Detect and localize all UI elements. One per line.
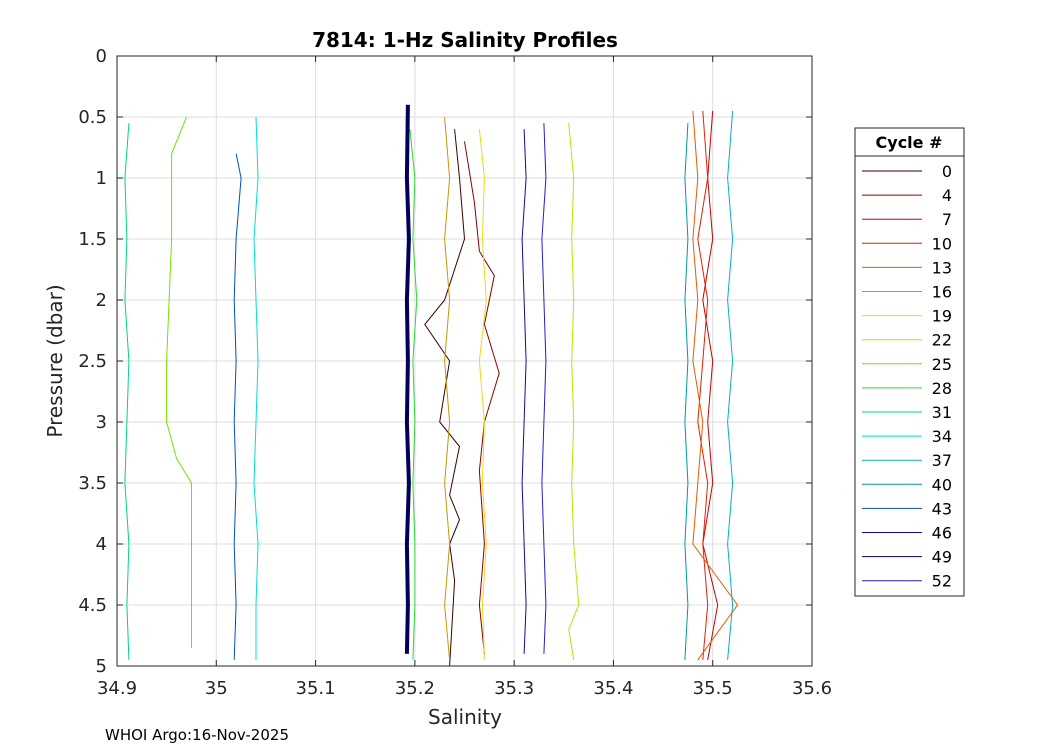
legend-title: Cycle # [876,133,943,152]
x-tick-label: 35.4 [593,678,633,699]
y-tick-label: 4 [96,534,107,555]
x-tick-label: 35.2 [395,678,435,699]
legend-entry-label: 19 [932,307,952,326]
chart-title: 7814: 1-Hz Salinity Profiles [312,28,618,52]
legend-entry-label: 16 [932,283,952,302]
legend-entry-label: 25 [932,355,952,374]
legend: Cycle # 0 4 7 10 13 16 19 22 25 28 31 34 37 40 43 46 49 5… [854,127,965,597]
y-tick-label: 1.5 [78,229,107,250]
series-line-cycle-43 [233,153,242,660]
x-tick-label: 35 [205,678,228,699]
series-line-cycle-16 [444,116,451,660]
legend-entry-label: 49 [932,548,952,567]
x-tick-label: 35.6 [792,678,832,699]
series-line-cycle-40 [684,123,689,660]
y-axis-label: Pressure (dbar) [43,284,67,437]
y-tick-label: 0 [96,46,107,67]
legend-entry-label: 10 [932,234,952,253]
series-line-cycle-28 [409,129,418,660]
legend-entry-label: 46 [932,524,952,543]
series-line-cycle-10 [697,110,709,660]
legend-entry-label: 28 [932,379,952,398]
y-tick-label: 3.5 [78,473,107,494]
legend-entry-label: 34 [932,427,952,446]
series-line-cycle-31 [124,123,130,660]
series-line-cycle-22 [568,123,580,660]
series-layer [124,104,739,667]
series-line-cycle-19 [478,129,487,660]
y-tick-label: 0.5 [78,107,107,128]
y-tick-label: 1 [96,168,107,189]
series-line-cycle-4 [464,141,500,654]
legend-entry-label: 22 [932,331,952,350]
legend-entries: 0 4 7 10 13 16 19 22 25 28 31 34 37 40 43 46 49 52 [862,162,952,591]
legend-entry-label: 40 [932,475,952,494]
series-line-cycle-13 [692,110,739,661]
series-line-cycle-37 [727,110,734,660]
series-line-cycle-46 [521,129,527,654]
series-line-cycle-25 [166,116,192,648]
series-line-cycle-49 [404,104,411,654]
y-tick-label: 3 [96,412,107,433]
x-axis-label: Salinity [428,705,502,729]
legend-entry-label: 13 [932,258,952,277]
y-tick-label: 2 [96,290,107,311]
y-tick-label: 2.5 [78,351,107,372]
legend-entry-label: 31 [932,403,952,422]
x-tick-label: 35.3 [494,678,534,699]
legend-entry-label: 43 [932,499,952,518]
y-tick-label: 5 [96,656,107,677]
series-line-cycle-52 [541,123,547,654]
y-tick-label: 4.5 [78,595,107,616]
footer-credit: WHOI Argo:16-Nov-2025 [105,726,289,744]
tick-layer: 34.9 35 35.1 35.2 35.3 35.4 35.5 35.600.511.522… [78,46,832,699]
legend-entry-label: 52 [932,572,952,591]
x-tick-label: 35.5 [693,678,733,699]
legend-entry-label: 0 [942,162,952,181]
legend-entry-label: 4 [942,186,952,205]
legend-entry-label: 7 [942,210,952,229]
x-tick-label: 35.1 [296,678,336,699]
series-line-cycle-34 [253,116,259,660]
x-tick-label: 34.9 [97,678,137,699]
legend-entry-label: 37 [932,451,952,470]
series-line-cycle-7 [702,110,719,660]
legend-box [854,127,965,597]
